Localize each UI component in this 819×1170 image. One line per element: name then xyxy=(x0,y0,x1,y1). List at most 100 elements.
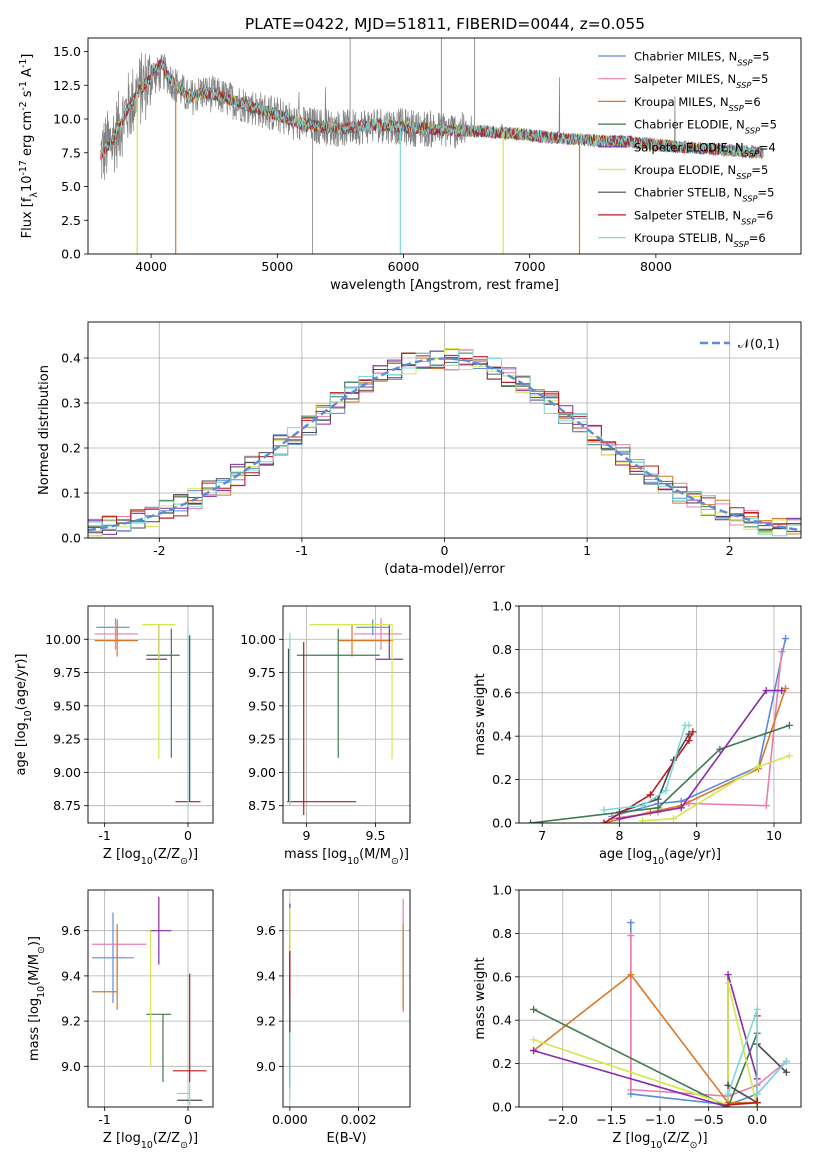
weight-vs-age-series-marker xyxy=(755,763,763,771)
mass-vs-ebv-xlabel: E(B-V) xyxy=(326,1131,366,1146)
residual-histogram-xlabel: (data-model)/error xyxy=(384,562,505,577)
weight-vs-age-series-line xyxy=(619,689,782,820)
weight-vs-z-xtick-label: −2.0 xyxy=(548,1112,578,1127)
normal-curve-line xyxy=(88,357,801,532)
weight-vs-z-xlabel: Z [log10(Z/Z⊙)] xyxy=(612,1131,707,1151)
age-vs-z-ytick-label: 9.50 xyxy=(53,698,81,713)
mass-vs-ebv-xtick-label: 0.002 xyxy=(341,1112,377,1127)
spectrum-ytick-label: 0.0 xyxy=(61,247,81,262)
residual-histogram-xtick-label: 2 xyxy=(726,543,734,558)
mass-vs-ebv-ytick-label: 9.6 xyxy=(256,923,276,938)
weight-vs-z-plot-area xyxy=(530,919,790,1107)
mass-vs-ebv-plot-area xyxy=(289,899,404,1101)
weight-vs-z-series-line xyxy=(533,983,758,1107)
weight-vs-age-series-marker xyxy=(778,648,786,656)
weight-vs-z-series-marker xyxy=(724,979,732,987)
weight-vs-age-series-marker xyxy=(785,752,793,760)
weight-vs-age-xtick-label: 9 xyxy=(693,828,701,843)
age-vs-z-ytick-label: 9.75 xyxy=(53,665,81,680)
weight-vs-z-series-marker xyxy=(753,1099,761,1107)
spectrum-legend-label: Salpeter ELODIE, NSSP=4 xyxy=(634,140,776,158)
weight-vs-z-ytick-label: 1.0 xyxy=(492,883,512,898)
weight-vs-z-series-marker xyxy=(753,1090,761,1098)
mass-vs-z-ytick-label: 9.4 xyxy=(61,968,81,983)
mass-vs-z-ytick-label: 9.2 xyxy=(61,1014,81,1029)
weight-vs-age-series-line xyxy=(603,731,694,823)
age-vs-z-frame xyxy=(87,605,214,824)
weight-vs-z-xtick-label: 0.0 xyxy=(747,1112,767,1127)
age-vs-mass-frame xyxy=(282,605,411,824)
residual-histogram-ylabel: Normed distribution xyxy=(37,365,52,495)
mass-vs-ebv-xtick-label: 0.000 xyxy=(272,1112,308,1127)
spectrum-axes: 4000 5000 6000 7000 8000 0.0 2.5 5.0 7.5 10.0 12.5… xyxy=(18,37,802,293)
spectrum-legend-label: Chabrier MILES, NSSP=5 xyxy=(634,50,769,68)
residual-histogram-ytick-label: 0.4 xyxy=(61,351,81,366)
weight-vs-z-series-marker xyxy=(530,1036,538,1044)
weight-vs-z-series-marker xyxy=(724,1090,732,1098)
weight-vs-z-series-marker xyxy=(724,1101,732,1107)
weight-vs-z-series-line xyxy=(533,1008,758,1107)
weight-vs-z-ylabel: mass weight xyxy=(473,957,488,1039)
age-vs-mass-xlabel: mass [log10(M/M⊙)] xyxy=(284,847,409,867)
weight-vs-z-series-marker xyxy=(724,971,732,979)
age-vs-z-plot-area xyxy=(94,617,201,809)
weight-vs-age-series-marker xyxy=(662,786,670,794)
weight-vs-age-frame xyxy=(518,605,802,824)
age-vs-z-ytick-label: 9.25 xyxy=(53,732,81,747)
mass-vs-ebv-ytick-label: 9.4 xyxy=(256,968,276,983)
residual-histogram-xtick-label: 1 xyxy=(583,543,591,558)
weight-vs-z-series-marker xyxy=(627,971,635,979)
spectrum-ytick-label: 7.5 xyxy=(61,145,81,160)
weight-vs-age-xlabel: age [log10(age/yr)] xyxy=(599,847,721,867)
weight-vs-age-xtick-label: 10 xyxy=(766,828,782,843)
figure-title: PLATE=0422, MJD=51811, FIBERID=0044, z=0… xyxy=(245,15,645,33)
mass-vs-z-xtick-label: -1 xyxy=(98,1112,110,1127)
weight-vs-age-series-marker xyxy=(685,737,693,745)
spectrum-xlabel: wavelength [Angstrom, rest frame] xyxy=(330,278,559,293)
age-vs-z-ytick-label: 8.75 xyxy=(53,798,81,813)
weight-vs-z-xtick-label: −0.5 xyxy=(693,1112,723,1127)
spectrum-frame xyxy=(87,37,802,255)
weight-vs-z-xtick-label: −1.0 xyxy=(645,1112,675,1127)
spectrum-legend-label: Chabrier ELODIE, NSSP=5 xyxy=(634,118,777,136)
mass-vs-z-xtick-label: 0 xyxy=(184,1112,192,1127)
residual-histogram-ytick-label: 0.2 xyxy=(61,441,81,456)
weight-vs-age-series-marker xyxy=(782,635,790,643)
age-vs-z-ylabel: age [log10(age/yr)] xyxy=(14,653,34,775)
weight-vs-age-ytick-label: 0.6 xyxy=(492,685,512,700)
spectrum-legend-label: Kroupa STELIB, NSSP=6 xyxy=(634,231,766,249)
mass-vs-ebv-frame xyxy=(282,889,411,1108)
weight-vs-age-series-marker xyxy=(527,819,535,823)
weight-vs-age-ylabel: mass weight xyxy=(473,673,488,755)
spectrum-legend-label: Salpeter MILES, NSSP=5 xyxy=(634,72,768,90)
spectrum-legend-label: Kroupa MILES, NSSP=6 xyxy=(634,95,761,113)
weight-vs-age-axes: 7 8 9 10 0.0 0.2 0.4 0.6 0.8 1.0 age [log10(age/yr… xyxy=(473,599,802,867)
mass-vs-z-frame xyxy=(87,889,214,1108)
age-vs-mass-ytick-label: 9.50 xyxy=(248,698,276,713)
spectrum-ytick-label: 10.0 xyxy=(53,112,81,127)
weight-vs-age-ytick-label: 1.0 xyxy=(492,599,512,614)
age-vs-mass-ytick-label: 8.75 xyxy=(248,798,276,813)
age-vs-mass-xtick-label: 9 xyxy=(302,828,310,843)
weight-vs-z-series-marker xyxy=(627,1086,635,1094)
spectrum-xtick-label: 5000 xyxy=(261,259,293,274)
weight-vs-age-series-line xyxy=(642,754,790,822)
age-vs-z-xlabel: Z [log10(Z/Z⊙)] xyxy=(103,847,198,867)
spectrum-legend-label: Salpeter STELIB, NSSP=6 xyxy=(634,208,773,226)
weight-vs-age-series-marker xyxy=(762,802,770,810)
weight-vs-z-series-marker xyxy=(782,1057,790,1065)
weight-vs-z-ytick-label: 0.8 xyxy=(492,926,512,941)
weight-vs-z-axes: −2.0 −1.5 −1.0 −0.5 0.0 0.0 0.2 0.4 0.6 0.8 1.0 Z [… xyxy=(473,883,802,1151)
mass-vs-ebv-ytick-label: 9.0 xyxy=(256,1059,276,1074)
weight-vs-age-xtick-label: 7 xyxy=(538,828,546,843)
spectrum-ytick-label: 2.5 xyxy=(61,213,81,228)
spectrum-xtick-label: 7000 xyxy=(514,259,546,274)
age-vs-z-ytick-label: 9.00 xyxy=(53,765,81,780)
weight-vs-age-series-marker xyxy=(615,815,623,823)
weight-vs-age-series-marker xyxy=(782,684,790,692)
weight-vs-z-series-marker xyxy=(530,1047,538,1055)
spectrum-ylabel: Flux [fλ10-17 erg cm-2 s-1 A-1] xyxy=(18,54,40,239)
spectrum-model-line xyxy=(100,61,764,162)
weight-vs-age-series-marker xyxy=(654,795,662,803)
